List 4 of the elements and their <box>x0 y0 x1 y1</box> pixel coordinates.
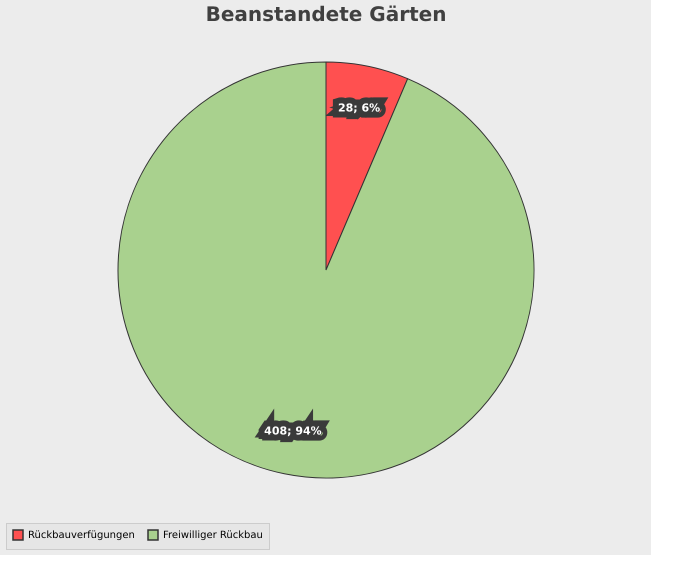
legend-label: Rückbauverfügungen <box>28 530 135 541</box>
chart-title: Beanstandete Gärten <box>206 2 446 26</box>
pie-slice <box>118 62 534 478</box>
legend-label: Freiwilliger Rückbau <box>163 530 263 541</box>
